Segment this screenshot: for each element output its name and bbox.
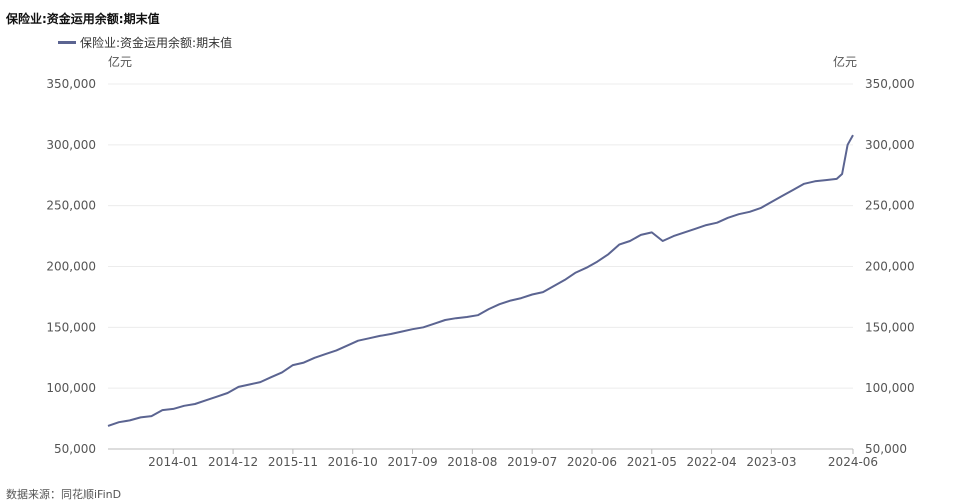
x-tick-label: 2020-06 (567, 455, 617, 469)
y-tick-label-left: 200,000 (46, 260, 96, 274)
y-tick-label-left: 150,000 (46, 320, 96, 334)
left-y-axis: 50,000 100,000 150,000 200,000 250,000 300,00… (46, 54, 132, 456)
x-tick-label: 2014-01 (148, 455, 198, 469)
chart-title: 保险业:资金运用余额:期末值 (6, 12, 160, 26)
y-tick-label-right: 150,000 (865, 320, 915, 334)
x-tick-label: 2014-12 (208, 455, 258, 469)
y-tick-label-left: 350,000 (46, 77, 96, 91)
legend-swatch (58, 41, 76, 44)
source-note: 数据来源：同花顺iFinD (6, 488, 122, 501)
x-tick-label: 2022-04 (687, 455, 737, 469)
left-axis-unit: 亿元 (108, 54, 132, 69)
y-tick-label-right: 100,000 (865, 381, 915, 395)
right-y-axis: 50,000 100,000 150,000 200,000 250,000 300,00… (833, 54, 915, 456)
x-tick-label: 2024-06 (828, 455, 878, 469)
series-layer (107, 134, 854, 427)
x-tick-label: 2016-10 (328, 455, 378, 469)
right-axis-unit: 亿元 (833, 54, 857, 69)
x-tick-label: 2023-03 (746, 455, 796, 469)
legend: 保险业:资金运用余额:期末值 (58, 34, 232, 51)
y-tick-label-right: 50,000 (865, 442, 907, 456)
y-tick-label-left: 50,000 (54, 442, 96, 456)
y-tick-label-right: 200,000 (865, 260, 915, 274)
x-tick-label: 2017-09 (387, 455, 437, 469)
y-tick-label-left: 100,000 (46, 381, 96, 395)
y-tick-label-left: 250,000 (46, 199, 96, 213)
legend-label: 保险业:资金运用余额:期末值 (80, 36, 233, 50)
y-tick-label-right: 350,000 (865, 77, 915, 91)
x-tick-label: 2015-11 (268, 455, 318, 469)
x-axis: 2014-01 2014-12 2015-11 2016-10 2017-09 2018-… (108, 448, 878, 469)
y-tick-label-right: 300,000 (865, 138, 915, 152)
x-tick-label: 2018-08 (447, 455, 497, 469)
grid-lines (108, 83, 853, 450)
y-tick-label-right: 250,000 (865, 199, 915, 213)
y-tick-label-left: 300,000 (46, 138, 96, 152)
x-tick-label: 2019-07 (507, 455, 557, 469)
x-tick-label: 2021-05 (627, 455, 677, 469)
series-line (107, 134, 854, 427)
